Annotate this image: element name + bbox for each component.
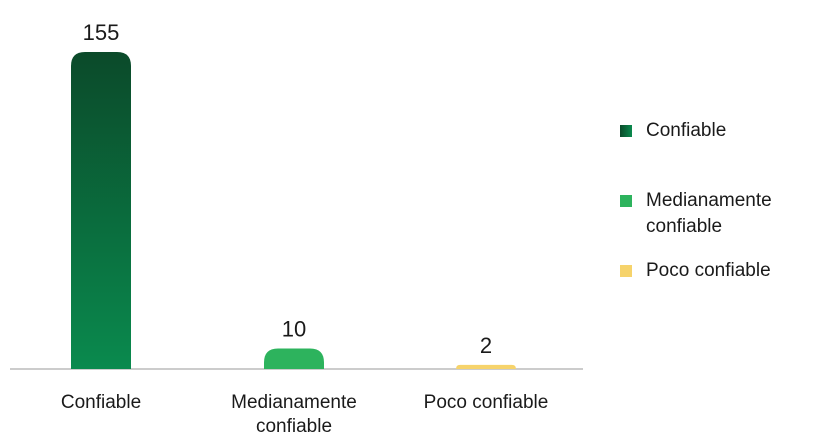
legend-swatch-poco-confiable bbox=[620, 265, 632, 277]
bar-confiable bbox=[71, 52, 131, 369]
bar-poco-confiable bbox=[456, 364, 516, 369]
value-label-confiable: 155 bbox=[83, 20, 120, 45]
legend-label-poco-confiable: Poco confiable bbox=[646, 260, 771, 281]
value-label-medianamente-confiable: 10 bbox=[282, 317, 306, 342]
category-label-confiable: Confiable bbox=[61, 392, 141, 413]
legend-item-confiable: Confiable bbox=[620, 118, 806, 144]
category-label-medianamente-confiable: Medianamente confiable bbox=[231, 392, 357, 433]
bar-medianamente-confiable bbox=[264, 348, 324, 369]
legend-item-medianamente-confiable: Medianamente confiable bbox=[620, 188, 806, 240]
value-label-poco-confiable: 2 bbox=[480, 333, 492, 358]
category-label-poco-confiable: Poco confiable bbox=[424, 392, 549, 413]
legend-label-medianamente-confiable: Medianamente confiable bbox=[646, 190, 772, 237]
legend-label-confiable: Confiable bbox=[646, 120, 727, 141]
legend-item-poco-confiable: Poco confiable bbox=[620, 258, 806, 284]
legend-swatch-confiable bbox=[620, 125, 632, 137]
bars-layer bbox=[71, 52, 516, 369]
legend-swatch-medianamente-confiable bbox=[620, 195, 632, 207]
labels-layer: 155 10 2 Confiable Medianamente confiable Poco… bbox=[61, 20, 549, 437]
